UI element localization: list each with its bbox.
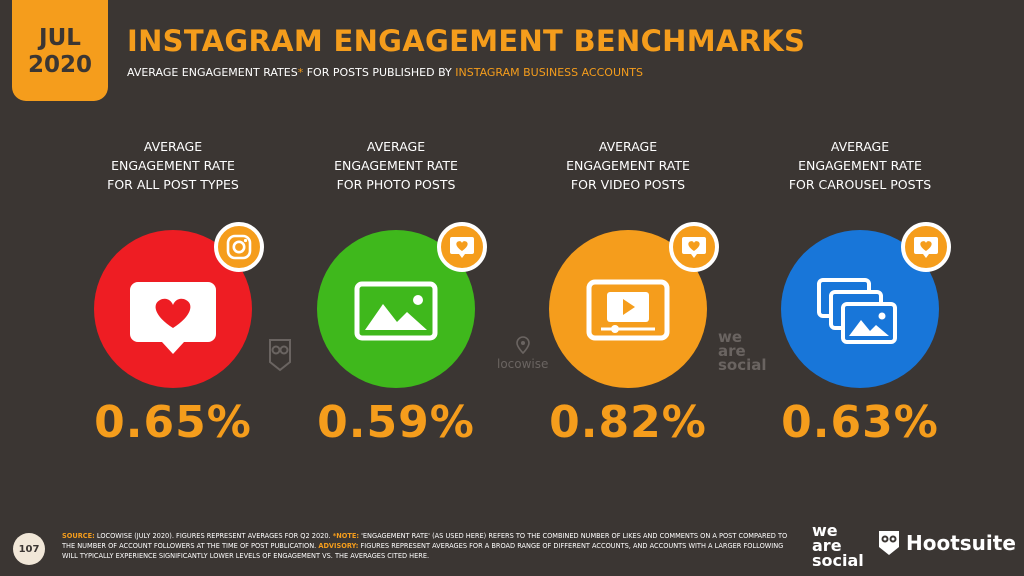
- benchmark-value: 0.65%: [94, 397, 252, 448]
- footer-notes: SOURCE: LOCOWISE (JULY 2020). FIGURES RE…: [62, 531, 792, 561]
- locowise-watermark: locowise: [497, 336, 548, 371]
- page-number: 107: [13, 533, 45, 565]
- advisory-text: FIGURES REPRESENT AVERAGES FOR A BROAD R…: [62, 542, 784, 560]
- was-word: we: [812, 521, 838, 540]
- was-word: are: [812, 536, 842, 555]
- carousel-icon: [817, 278, 897, 344]
- heart-badge: [669, 222, 719, 272]
- we-are-social-logo: we are social: [812, 521, 864, 570]
- benchmark-label: AVERAGE ENGAGEMENT RATE FOR PHOTO POSTS: [286, 137, 506, 194]
- subtitle-part2: FOR POSTS PUBLISHED BY: [303, 66, 456, 79]
- label-line: FOR CAROUSEL POSTS: [788, 177, 932, 192]
- date-month: JUL: [39, 24, 81, 51]
- benchmark-value: 0.63%: [781, 397, 939, 448]
- heart-badge: [437, 222, 487, 272]
- benchmark-label: AVERAGE ENGAGEMENT RATE FOR CAROUSEL POS…: [750, 137, 970, 194]
- instagram-heart-icon: [130, 282, 216, 354]
- photo-icon: [354, 281, 438, 341]
- owl-icon: [879, 531, 899, 555]
- was-word: social: [812, 551, 864, 570]
- instagram-icon: [226, 234, 252, 260]
- subtitle-asterisk: *: [297, 66, 304, 79]
- page-subtitle: AVERAGE ENGAGEMENT RATES* FOR POSTS PUBL…: [127, 66, 643, 79]
- note-text: 'ENGAGEMENT RATE' (AS USED HERE) REFERS …: [62, 532, 788, 550]
- note-key: *NOTE:: [332, 532, 359, 540]
- benchmark-all-posts: AVERAGE ENGAGEMENT RATE FOR ALL POST TYP…: [63, 137, 283, 448]
- label-line: AVERAGE: [830, 139, 890, 154]
- label-line: FOR VIDEO POSTS: [570, 177, 686, 192]
- label-line: FOR ALL POST TYPES: [107, 177, 239, 192]
- benchmark-label: AVERAGE ENGAGEMENT RATE FOR ALL POST TYP…: [63, 137, 283, 194]
- locowise-text: locowise: [497, 357, 549, 371]
- was-watermark: we are social: [718, 328, 767, 374]
- source-key: SOURCE:: [62, 532, 95, 540]
- instagram-badge: [214, 222, 264, 272]
- was-word: we: [718, 328, 743, 346]
- label-line: AVERAGE: [598, 139, 658, 154]
- subtitle-part3: INSTAGRAM BUSINESS ACCOUNTS: [455, 66, 643, 79]
- benchmark-value: 0.59%: [317, 397, 475, 448]
- benchmark-photo-posts: AVERAGE ENGAGEMENT RATE FOR PHOTO POSTS …: [286, 137, 506, 448]
- label-line: ENGAGEMENT RATE: [566, 158, 690, 173]
- video-icon: [586, 279, 670, 341]
- hootsuite-text: Hootsuite: [906, 531, 1016, 555]
- date-year: 2020: [27, 51, 92, 78]
- label-line: FOR PHOTO POSTS: [336, 177, 456, 192]
- label-line: AVERAGE: [366, 139, 426, 154]
- label-line: AVERAGE: [143, 139, 203, 154]
- label-line: ENGAGEMENT RATE: [334, 158, 458, 173]
- heart-badge: [901, 222, 951, 272]
- was-word: social: [718, 356, 767, 374]
- was-word: are: [718, 342, 746, 360]
- advisory-key: ADVISORY:: [318, 542, 359, 550]
- hootsuite-logo: Hootsuite: [878, 530, 1016, 556]
- date-badge: JUL 2020: [12, 0, 108, 101]
- label-line: ENGAGEMENT RATE: [111, 158, 235, 173]
- benchmark-label: AVERAGE ENGAGEMENT RATE FOR VIDEO POSTS: [518, 137, 738, 194]
- benchmark-value: 0.82%: [549, 397, 707, 448]
- location-pin-icon: [515, 336, 530, 355]
- heart-bubble-icon: [914, 237, 938, 258]
- page-title: INSTAGRAM ENGAGEMENT BENCHMARKS: [127, 24, 806, 58]
- benchmark-carousel-posts: AVERAGE ENGAGEMENT RATE FOR CAROUSEL POS…: [750, 137, 970, 448]
- benchmark-video-posts: AVERAGE ENGAGEMENT RATE FOR VIDEO POSTS …: [518, 137, 738, 448]
- heart-bubble-icon: [450, 237, 474, 258]
- label-line: ENGAGEMENT RATE: [798, 158, 922, 173]
- source-text: LOCOWISE (JULY 2020). FIGURES REPRESENT …: [94, 532, 333, 540]
- subtitle-part1: AVERAGE ENGAGEMENT RATES: [127, 66, 298, 79]
- hootsuite-watermark-icon: [269, 339, 291, 372]
- heart-bubble-icon: [682, 237, 706, 258]
